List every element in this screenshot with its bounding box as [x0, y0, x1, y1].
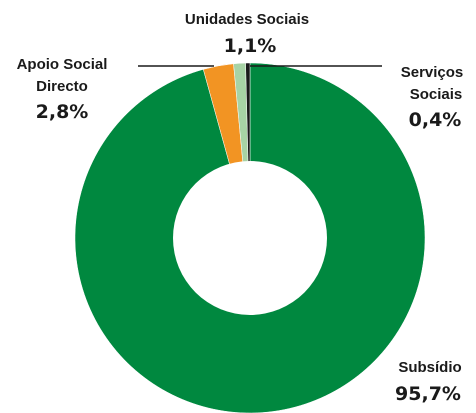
slice-name-servicos-line2: Sociais	[410, 86, 463, 103]
donut-hole	[173, 161, 327, 315]
slice-value-subsidio: 95,7%	[395, 383, 461, 405]
slice-value-apoio: 2,8%	[36, 101, 89, 123]
slice-label-subsidio: Subsídio 95,7%	[395, 359, 462, 405]
slice-value-unidades: 1,1%	[224, 35, 277, 57]
slice-label-unidades-sociais: Unidades Sociais 1,1%	[185, 11, 309, 57]
slice-name-subsidio: Subsídio	[398, 359, 461, 376]
slice-name-apoio-line1: Apoio Social	[17, 56, 108, 73]
slice-name-servicos-line1: Serviços	[401, 64, 464, 81]
slice-value-servicos: 0,4%	[409, 109, 462, 131]
slice-label-servicos-sociais: Serviços Sociais 0,4%	[401, 64, 464, 131]
slice-name-apoio-line2: Directo	[36, 78, 88, 95]
slice-name-unidades: Unidades Sociais	[185, 11, 309, 28]
slice-label-apoio-social-directo: Apoio Social Directo 2,8%	[17, 56, 108, 123]
